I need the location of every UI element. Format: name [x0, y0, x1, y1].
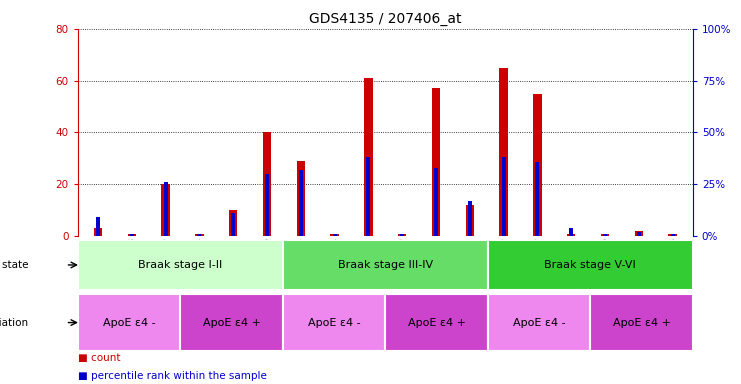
Bar — [364, 78, 373, 236]
Bar — [78, 294, 180, 351]
Bar — [162, 184, 170, 236]
Bar — [468, 201, 472, 236]
Bar — [601, 233, 609, 236]
Bar — [283, 294, 385, 351]
Text: ApoE ε4 +: ApoE ε4 + — [408, 318, 465, 328]
Bar — [78, 240, 283, 290]
Bar — [195, 233, 204, 236]
Bar — [488, 240, 693, 290]
Text: Braak stage V-VI: Braak stage V-VI — [545, 260, 637, 270]
Bar — [164, 182, 167, 236]
Bar — [668, 233, 677, 236]
Text: ApoE ε4 -: ApoE ε4 - — [308, 318, 360, 328]
Bar — [400, 234, 405, 236]
Bar — [488, 294, 591, 351]
Bar — [229, 210, 237, 236]
Bar — [265, 174, 269, 236]
Bar — [591, 294, 693, 351]
Bar — [197, 234, 202, 236]
Bar — [502, 157, 505, 236]
Bar — [127, 233, 136, 236]
Bar — [130, 234, 134, 236]
Text: ApoE ε4 +: ApoE ε4 + — [613, 318, 671, 328]
Bar — [567, 233, 576, 236]
Bar — [330, 233, 339, 236]
Text: ApoE ε4 +: ApoE ε4 + — [202, 318, 261, 328]
Bar — [534, 94, 542, 236]
Text: Braak stage I-II: Braak stage I-II — [138, 260, 222, 270]
Bar — [637, 232, 641, 236]
Bar — [499, 68, 508, 236]
Text: genotype/variation: genotype/variation — [0, 318, 29, 328]
Bar — [283, 240, 488, 290]
Bar — [603, 234, 607, 236]
Bar — [671, 234, 674, 236]
Text: ApoE ε4 -: ApoE ε4 - — [513, 318, 565, 328]
Bar — [231, 214, 236, 236]
Title: GDS4135 / 207406_at: GDS4135 / 207406_at — [309, 12, 462, 26]
Bar — [296, 161, 305, 236]
Text: ■ percentile rank within the sample: ■ percentile rank within the sample — [78, 371, 267, 381]
Bar — [569, 228, 574, 236]
Bar — [299, 170, 303, 236]
Bar — [96, 217, 100, 236]
Text: Braak stage III-IV: Braak stage III-IV — [338, 260, 433, 270]
Bar — [366, 157, 370, 236]
Text: ■ count: ■ count — [78, 353, 120, 363]
Bar — [385, 294, 488, 351]
Bar — [180, 294, 283, 351]
Bar — [432, 88, 440, 236]
Bar — [94, 228, 102, 236]
Bar — [434, 168, 438, 236]
Bar — [465, 205, 474, 236]
Text: disease state: disease state — [0, 260, 29, 270]
Bar — [398, 233, 407, 236]
Text: ApoE ε4 -: ApoE ε4 - — [103, 318, 156, 328]
Bar — [333, 234, 336, 236]
Bar — [634, 231, 643, 236]
Bar — [535, 162, 539, 236]
Bar — [263, 132, 271, 236]
